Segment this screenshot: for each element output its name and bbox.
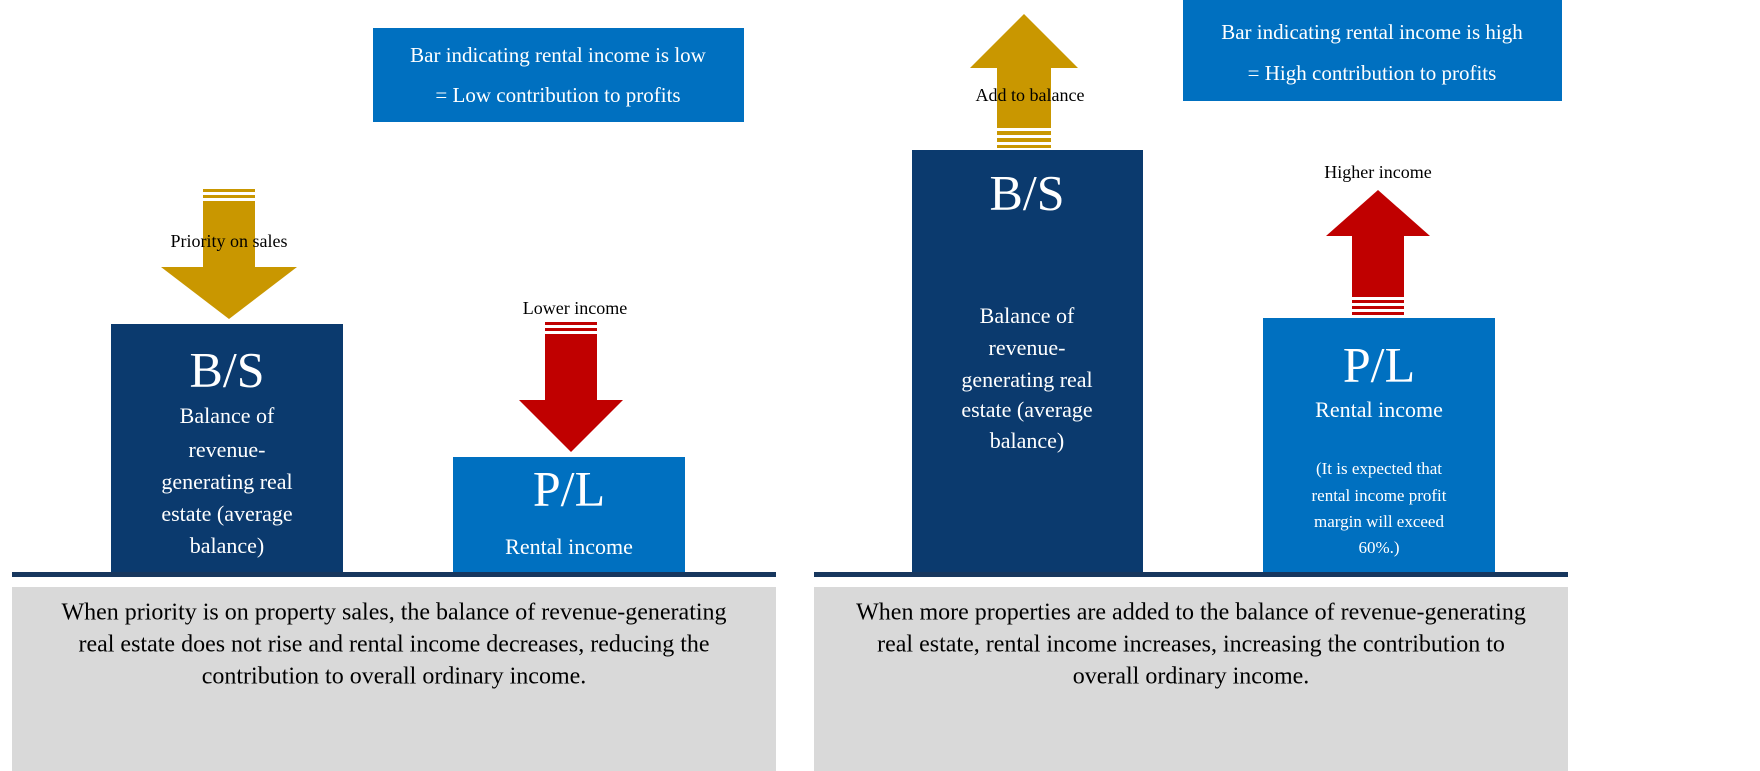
caption-box xyxy=(814,587,1568,771)
up-arrow-gold xyxy=(970,14,1078,148)
bar-text: Rental income xyxy=(1315,397,1443,422)
bar-text: estate (average xyxy=(961,397,1092,422)
baseline xyxy=(12,572,776,577)
bar-text: generating real xyxy=(961,367,1092,392)
callout-line: = Low contribution to profits xyxy=(435,83,680,107)
bar-text: generating real xyxy=(161,469,292,494)
bar-text: Balance of xyxy=(180,403,275,428)
bar-text: Rental income xyxy=(505,534,633,559)
caption-line: real estate does not rise and rental inc… xyxy=(78,632,709,658)
caption-line: real estate, rental income increases, in… xyxy=(877,632,1505,658)
pl-bar xyxy=(1263,318,1495,573)
bar-note: 60%.) xyxy=(1358,538,1399,557)
pl-bar xyxy=(453,457,685,573)
bar-text: revenue- xyxy=(189,437,266,462)
bar-title: B/S xyxy=(189,341,264,397)
caption-box xyxy=(12,587,776,771)
bar-text: estate (average xyxy=(161,501,292,526)
callout-line: Bar indicating rental income is high xyxy=(1221,20,1523,44)
caption-line: When priority is on property sales, the … xyxy=(61,600,726,626)
caption-line: contribution to overall ordinary income. xyxy=(202,664,587,690)
callout-box xyxy=(1183,0,1562,101)
bar-text: balance) xyxy=(190,533,265,558)
arrow-label: Lower income xyxy=(523,298,627,318)
baseline xyxy=(814,572,1568,577)
bs-bar xyxy=(912,150,1143,573)
callout-box xyxy=(373,28,744,122)
down-arrow-red xyxy=(519,322,623,452)
caption-line: When more properties are added to the ba… xyxy=(856,600,1526,626)
bar-note: (It is expected that xyxy=(1316,459,1442,478)
caption-line: overall ordinary income. xyxy=(1073,664,1310,690)
callout-line: = High contribution to profits xyxy=(1248,61,1497,85)
up-arrow-red xyxy=(1326,190,1430,315)
bar-title: B/S xyxy=(989,164,1064,220)
right-panel: Bar indicating rental income is high = H… xyxy=(814,0,1568,771)
bar-text: balance) xyxy=(990,428,1065,453)
arrow-label: Priority on sales xyxy=(171,231,288,251)
callout-line: Bar indicating rental income is low xyxy=(410,43,707,67)
bs-bar xyxy=(111,324,343,573)
bar-text: revenue- xyxy=(989,335,1066,360)
arrow-label: Add to balance xyxy=(976,85,1085,105)
bar-title: P/L xyxy=(1343,336,1415,392)
bar-note: rental income profit xyxy=(1311,486,1446,505)
bar-text: Balance of xyxy=(980,303,1075,328)
bar-title: P/L xyxy=(533,460,605,516)
left-panel: Bar indicating rental income is low = Lo… xyxy=(12,28,776,771)
down-arrow-gold xyxy=(161,189,297,319)
bar-note: margin will exceed xyxy=(1314,512,1444,531)
arrow-label: Higher income xyxy=(1324,162,1431,182)
